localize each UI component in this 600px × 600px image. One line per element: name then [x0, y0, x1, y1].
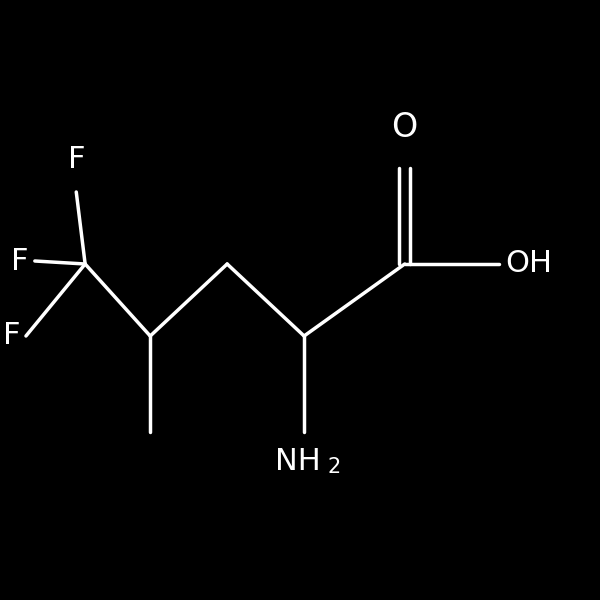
Text: O: O: [392, 111, 418, 144]
Text: F: F: [68, 145, 85, 174]
Text: F: F: [11, 247, 29, 275]
Text: NH: NH: [275, 447, 321, 476]
Text: OH: OH: [505, 250, 553, 278]
Text: 2: 2: [328, 457, 341, 477]
Text: F: F: [2, 322, 20, 350]
